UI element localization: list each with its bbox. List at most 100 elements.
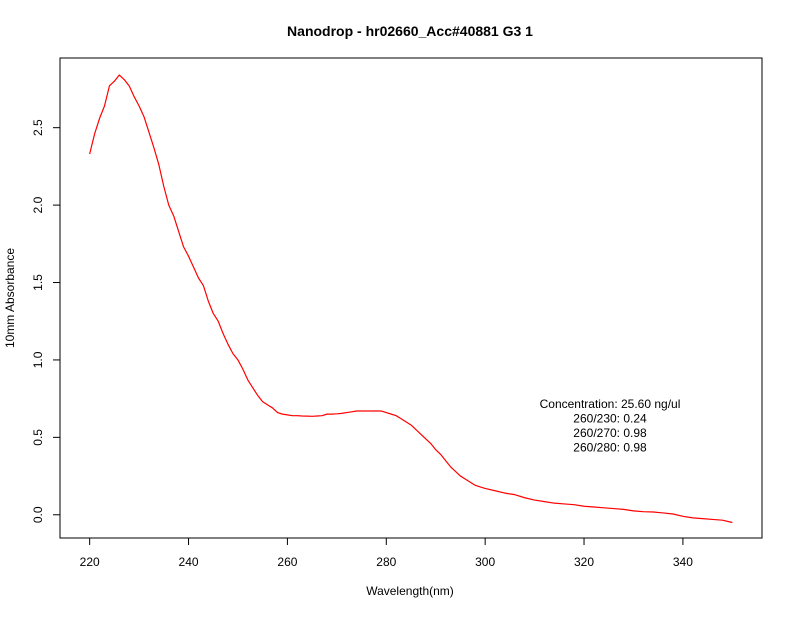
data-point xyxy=(396,415,397,416)
data-point xyxy=(277,412,278,413)
data-point xyxy=(331,414,332,415)
data-point xyxy=(242,369,243,370)
data-point xyxy=(346,412,347,413)
data-point xyxy=(480,486,481,487)
data-point xyxy=(188,256,189,257)
data-point xyxy=(321,415,322,416)
data-point xyxy=(663,512,664,513)
data-point xyxy=(223,333,224,334)
data-point xyxy=(227,344,228,345)
data-point xyxy=(316,415,317,416)
data-point xyxy=(554,503,555,504)
data-point xyxy=(262,401,263,402)
absorbance-line-series xyxy=(89,74,733,524)
data-point xyxy=(682,516,683,517)
data-point xyxy=(124,79,125,80)
data-point xyxy=(247,379,248,380)
plot-frame xyxy=(59,57,763,539)
data-point xyxy=(119,74,120,75)
data-point xyxy=(425,438,426,439)
y-tick-label: 0.5 xyxy=(31,429,45,446)
data-point xyxy=(386,412,387,413)
data-point xyxy=(89,153,90,154)
data-point xyxy=(672,513,673,514)
x-axis-label: Wavelength(nm) xyxy=(366,584,454,598)
data-point xyxy=(356,410,357,411)
data-point xyxy=(692,517,693,518)
data-point xyxy=(134,96,135,97)
data-point xyxy=(326,414,327,415)
data-point xyxy=(401,418,402,419)
data-point xyxy=(564,503,565,504)
data-point xyxy=(653,511,654,512)
data-point xyxy=(232,353,233,354)
data-point xyxy=(593,506,594,507)
data-point xyxy=(114,81,115,82)
data-point xyxy=(267,404,268,405)
x-tick-label: 340 xyxy=(673,555,693,569)
y-tick-label: 1.0 xyxy=(31,351,45,368)
data-point xyxy=(99,118,100,119)
x-tick-label: 300 xyxy=(475,555,495,569)
data-point xyxy=(465,479,466,480)
data-point xyxy=(208,301,209,302)
data-point xyxy=(603,507,604,508)
data-point xyxy=(218,321,219,322)
annotation-line: 260/230: 0.24 xyxy=(573,412,647,426)
data-point xyxy=(198,277,199,278)
data-point xyxy=(391,414,392,415)
data-point xyxy=(351,411,352,412)
data-point xyxy=(173,215,174,216)
data-point xyxy=(613,508,614,509)
annotation-line: 260/270: 0.98 xyxy=(573,426,647,440)
data-point xyxy=(139,105,140,106)
data-point xyxy=(524,497,525,498)
y-tick-label: 1.5 xyxy=(31,274,45,291)
annotation-line: 260/280: 0.98 xyxy=(573,441,647,455)
data-point xyxy=(445,460,446,461)
data-point xyxy=(287,414,288,415)
data-point xyxy=(435,449,436,450)
data-point xyxy=(485,488,486,489)
data-point xyxy=(494,490,495,491)
data-point xyxy=(633,510,634,511)
data-point xyxy=(534,499,535,500)
y-axis: 0.0 0.5 1.0 1.5 2.0 2.5 xyxy=(31,119,60,523)
data-point xyxy=(405,421,406,422)
chart-title: Nanodrop - hr02660_Acc#40881 G3 1 xyxy=(287,23,533,39)
annotation-line: Concentration: 25.60 ng/ul xyxy=(540,397,681,411)
data-point xyxy=(292,415,293,416)
data-point xyxy=(163,186,164,187)
data-point xyxy=(514,494,515,495)
data-point xyxy=(148,132,149,133)
data-point xyxy=(252,387,253,388)
data-point xyxy=(410,424,411,425)
data-point xyxy=(381,410,382,411)
data-point xyxy=(440,454,441,455)
data-point xyxy=(168,205,169,206)
data-point xyxy=(732,522,733,523)
data-point xyxy=(158,164,159,165)
data-point xyxy=(420,434,421,435)
x-tick-label: 260 xyxy=(277,555,297,569)
data-point xyxy=(712,519,713,520)
y-tick-label: 2.5 xyxy=(31,119,45,136)
data-point xyxy=(366,410,367,411)
data-point xyxy=(475,485,476,486)
data-point xyxy=(143,116,144,117)
data-point xyxy=(371,410,372,411)
data-point xyxy=(109,85,110,86)
data-point xyxy=(341,413,342,414)
data-point xyxy=(722,520,723,521)
data-point xyxy=(470,482,471,483)
data-point xyxy=(376,410,377,411)
data-point xyxy=(193,266,194,267)
x-tick-label: 320 xyxy=(574,555,594,569)
data-point xyxy=(272,407,273,408)
data-point xyxy=(455,471,456,472)
data-point xyxy=(544,501,545,502)
data-point xyxy=(307,416,308,417)
data-point xyxy=(643,511,644,512)
